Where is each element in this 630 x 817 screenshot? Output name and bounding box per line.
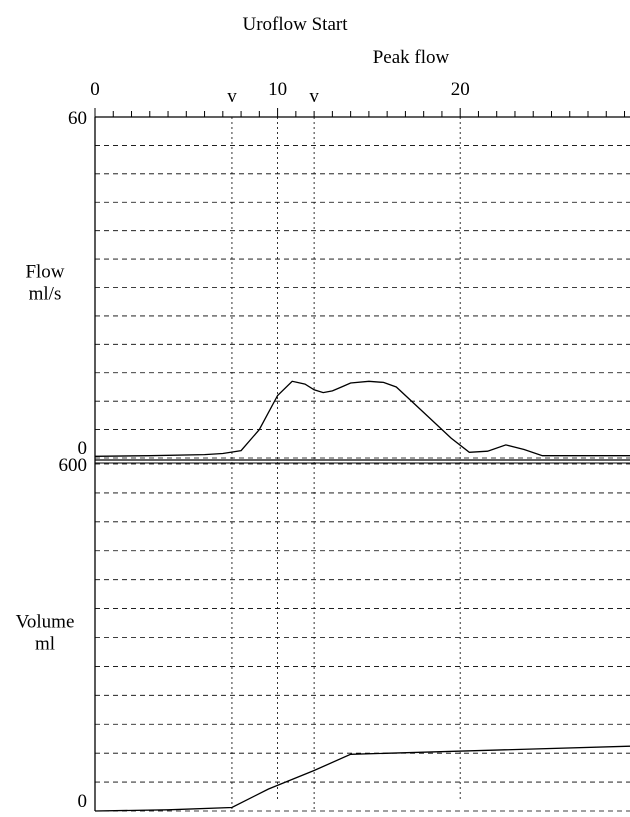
flow-panel [94, 116, 630, 459]
peak-flow-marker: v [309, 86, 319, 107]
flow-series-line [94, 380, 630, 457]
flow-ytick-min: 0 [78, 438, 88, 459]
volume-series-line [94, 745, 630, 812]
flow-ylabel: Flow [25, 262, 64, 283]
uroflow-start-marker: v [227, 86, 237, 107]
peak-flow-label: Peak flow [373, 47, 450, 68]
flow-yunit: ml/s [29, 284, 62, 305]
volume-ytick-min: 0 [78, 791, 88, 812]
volume-ytick-max: 600 [59, 455, 88, 476]
x-tick-label: 0 [90, 79, 100, 100]
uroflow-start-label: Uroflow Start [242, 14, 348, 35]
x-tick-label: 10 [268, 79, 287, 100]
volume-panel [94, 463, 630, 812]
volume-ylabel: Volume [16, 612, 75, 633]
volume-yunit: ml [35, 634, 55, 655]
x-tick-label: 20 [451, 79, 470, 100]
flow-ytick-max: 60 [68, 108, 87, 129]
